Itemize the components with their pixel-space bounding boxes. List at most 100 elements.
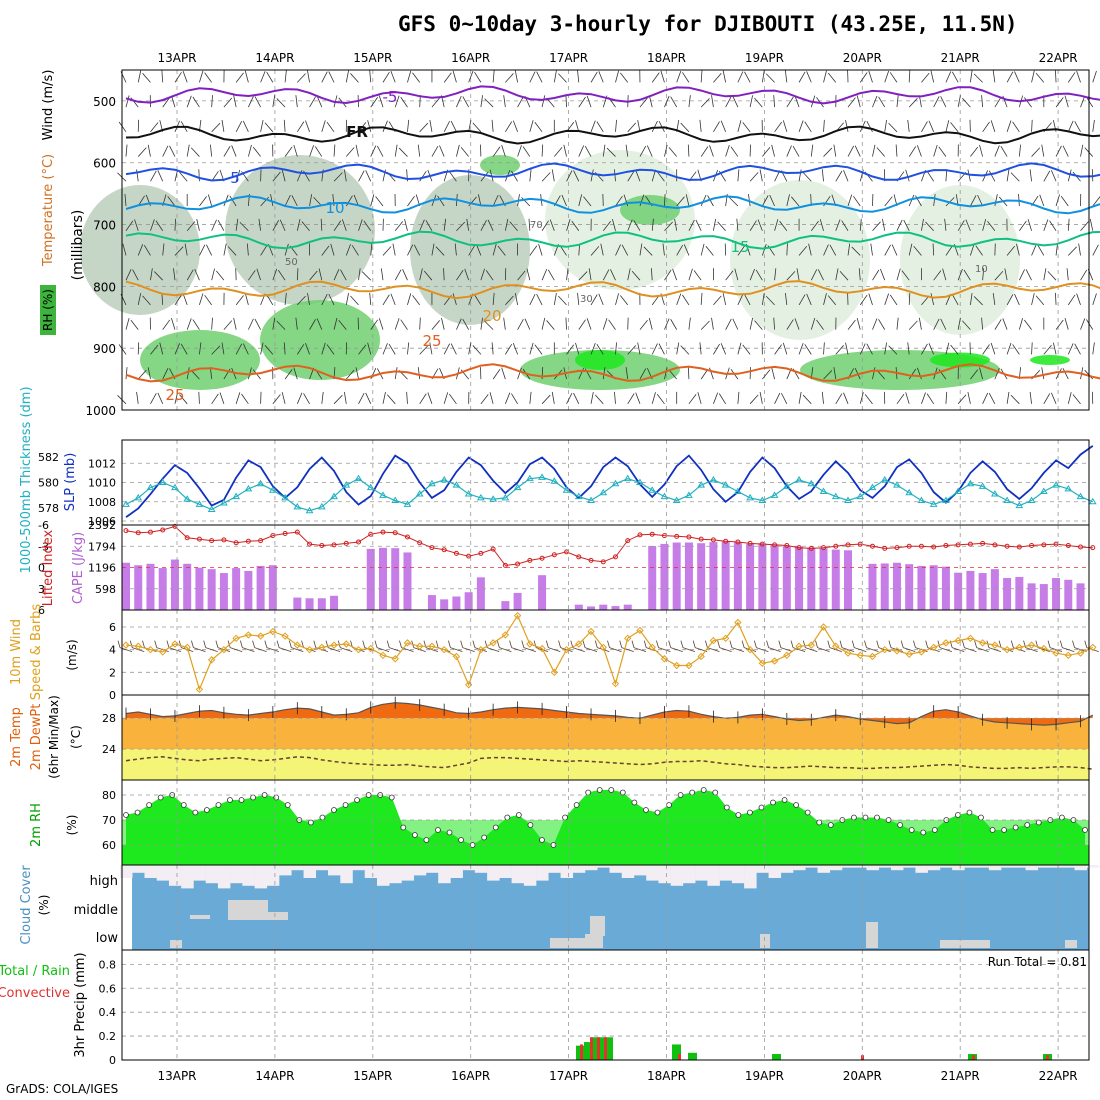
- wind-barb: [278, 270, 286, 281]
- cloud-high-bar: [266, 865, 280, 886]
- wind10-barb: [168, 647, 182, 653]
- wind-barb: [575, 120, 580, 132]
- cape-bar: [452, 596, 461, 610]
- wind-barb: [216, 270, 225, 281]
- cloud-high-bar: [548, 865, 561, 873]
- wind-barb: [566, 219, 571, 231]
- wind-barb: [517, 96, 524, 108]
- wind-barb: [468, 342, 472, 355]
- cloud-high-bar: [364, 865, 378, 878]
- wind-barb: [211, 122, 221, 133]
- wind-speed-marker: [244, 631, 253, 639]
- cloud-high-bar: [193, 865, 206, 881]
- wind-barb: [235, 343, 243, 355]
- wind-barb: [392, 243, 396, 256]
- wind-barb: [942, 268, 947, 281]
- lifted-index-marker: [160, 527, 166, 533]
- wind-barb: [217, 220, 225, 231]
- lifted-index-marker: [686, 534, 692, 540]
- lifted-index-marker: [723, 538, 729, 544]
- wind-barb: [443, 343, 450, 355]
- wind-barb: [639, 368, 647, 380]
- wind-barb: [484, 320, 494, 330]
- wind-barb: [492, 243, 497, 256]
- wind-barb: [782, 120, 788, 132]
- wind-barb: [982, 344, 990, 355]
- rh2m-marker: [631, 799, 638, 806]
- wind-barb: [480, 95, 483, 108]
- wind10-barb: [731, 647, 745, 653]
- lifted-index-marker: [710, 537, 716, 543]
- wind-barb: [186, 221, 196, 231]
- wind-barb: [859, 343, 866, 355]
- wind-barb: [908, 194, 915, 207]
- wind-speed-marker: [966, 634, 975, 643]
- wind10-barb: [462, 647, 475, 653]
- wind-barb: [272, 317, 276, 330]
- wind-barb: [505, 295, 514, 306]
- thickness-marker: [758, 496, 767, 503]
- wind10-barb: [291, 647, 304, 653]
- lifted-index-marker: [135, 530, 141, 536]
- rh2m-marker: [215, 802, 222, 808]
- wind-barb: [725, 96, 732, 108]
- wind-barb: [296, 392, 303, 404]
- wind10-barb: [448, 640, 451, 648]
- wind-barb: [167, 196, 176, 207]
- wind-barb: [769, 194, 775, 207]
- wind-speed-marker: [269, 627, 277, 636]
- wind-barb: [293, 144, 298, 157]
- wind-speed-marker: [819, 623, 828, 631]
- wind10-barb: [511, 647, 524, 653]
- wind-barb: [590, 169, 594, 182]
- cloud-high-bar: [854, 865, 867, 868]
- cloud-high-bar: [939, 865, 953, 868]
- wind10-barb: [952, 647, 965, 653]
- precip-tick: 0.8: [99, 958, 117, 971]
- cloud-high-bar: [401, 865, 414, 881]
- top-date-label: 15APR: [353, 51, 392, 65]
- wind-barb: [137, 70, 142, 83]
- wind-barb: [615, 70, 619, 83]
- thickness-marker: [232, 492, 241, 500]
- wind-barb: [291, 195, 298, 207]
- precip-convective-bar: [678, 1054, 681, 1060]
- wind-barb: [798, 391, 802, 404]
- cloud-low-bar: [1065, 940, 1077, 948]
- wind-barb: [125, 317, 130, 330]
- wind-barb: [651, 218, 654, 231]
- wind-barb: [944, 218, 947, 231]
- wind-barb: [179, 394, 188, 405]
- wind-barb: [664, 193, 666, 207]
- wind-barb: [344, 169, 347, 182]
- wind-barb: [945, 169, 948, 182]
- wind-barb: [916, 145, 922, 157]
- wind-barb: [529, 245, 538, 256]
- wind-barb: [398, 147, 408, 157]
- lifted-index-marker: [209, 538, 215, 544]
- wind-barb: [737, 391, 740, 404]
- wind-barb: [260, 196, 269, 207]
- wind-barb: [478, 194, 482, 207]
- cloud-level-label: low: [96, 931, 119, 946]
- wind-speed-marker: [624, 634, 632, 643]
- wind-barb: [394, 95, 400, 108]
- wind-barb: [419, 393, 427, 405]
- wind10-barb: [658, 647, 671, 653]
- wind-barb: [547, 269, 555, 281]
- precip-convective-label: Convective: [0, 986, 70, 1001]
- rh2m-tick: 70: [102, 814, 116, 827]
- lifted-index-marker: [698, 536, 704, 542]
- wind-barb: [309, 270, 318, 281]
- wind10-barb: [156, 647, 169, 653]
- cape-bar: [807, 547, 816, 610]
- wind-barb: [296, 218, 301, 231]
- wind-barb: [504, 392, 511, 404]
- wind10-barb: [964, 647, 977, 653]
- wind-barb: [404, 218, 408, 231]
- wind-barb: [970, 243, 975, 256]
- wind-barb: [407, 70, 412, 83]
- wind-barb: [227, 246, 237, 256]
- thickness-marker: [525, 474, 534, 482]
- cloud-high-bar: [132, 865, 145, 873]
